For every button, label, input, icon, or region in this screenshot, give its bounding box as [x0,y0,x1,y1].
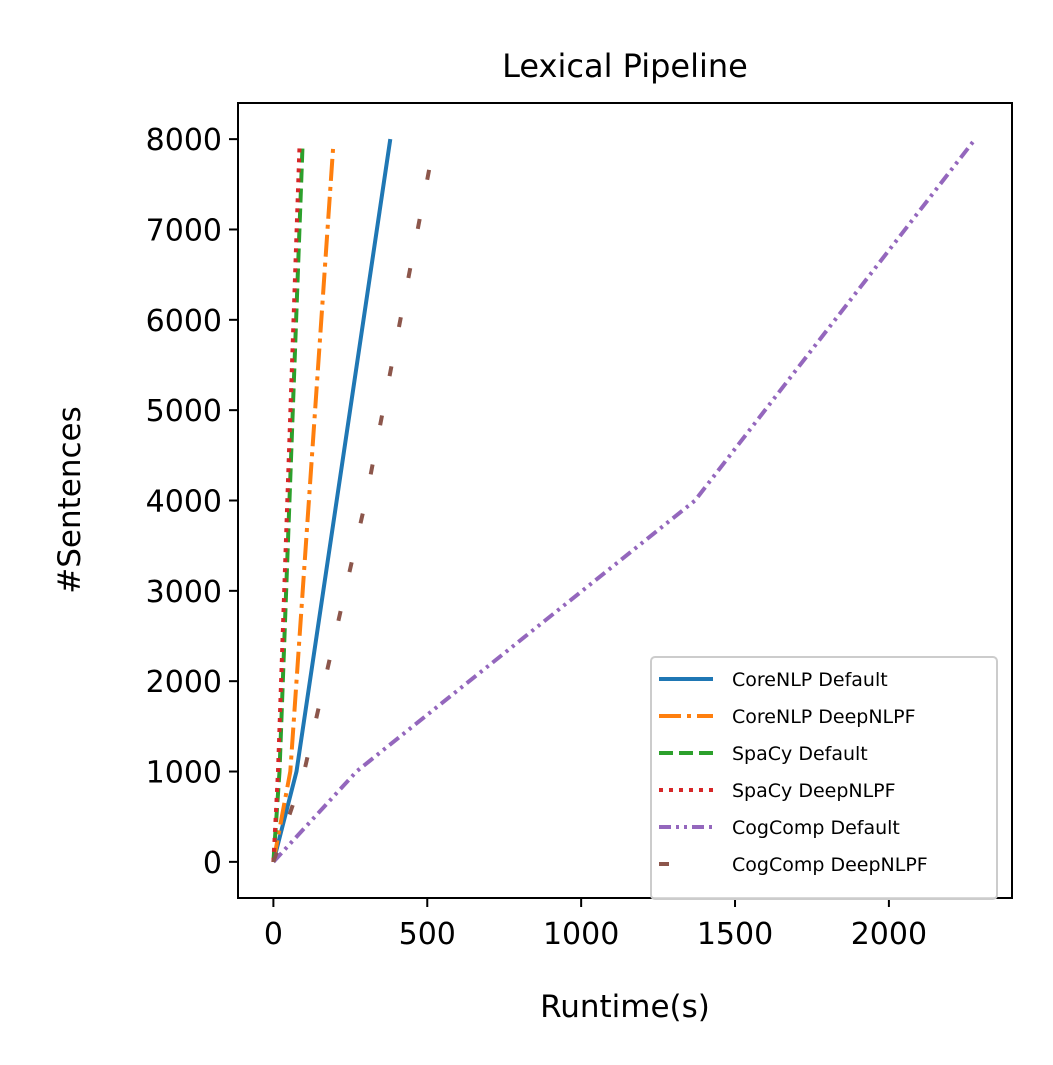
y-tick-label: 6000 [146,304,222,339]
x-tick-label: 2000 [851,917,927,952]
x-tick-label: 1500 [697,917,773,952]
legend-box [650,656,998,900]
x-axis: 0 500 1000 1500 2000 [264,898,927,952]
y-tick-label: 5000 [146,394,222,429]
x-tick-label: 500 [399,917,456,952]
x-axis-title: Runtime(s) [540,989,710,1025]
series-line-spacy-deepnlpf [271,143,302,863]
series-line-corenlp-deepnlpf [271,143,336,863]
chart-title: Lexical Pipeline [502,47,748,85]
legend-label-corenlp-deepnlpf: CoreNLP DeepNLPF [732,706,916,728]
y-tick-label: 1000 [146,756,222,791]
series-line-cogcomp-deepnlpf [271,138,437,863]
y-tick-label: 8000 [146,123,222,158]
legend: CoreNLP Default CoreNLP DeepNLPF SpaCy Def… [650,656,998,900]
legend-label-corenlp-default: CoreNLP Default [732,669,888,691]
legend-label-cogcomp-deepnlpf: CogComp DeepNLPF [732,854,928,876]
y-axis: 0 1000 2000 3000 4000 5000 6000 7000 8000 [146,123,238,881]
x-tick-label: 0 [264,917,283,952]
y-tick-label: 7000 [146,213,222,248]
y-axis-title: #Sentences [52,406,88,594]
series-line-cogcomp-default [271,137,977,864]
legend-label-spacy-default: SpaCy Default [732,743,868,765]
legend-label-cogcomp-default: CogComp Default [732,817,900,839]
x-tick-label: 1000 [543,917,619,952]
y-tick-label: 4000 [146,485,222,520]
series-line-corenlp-default [271,138,393,863]
legend-label-spacy-deepnlpf: SpaCy DeepNLPF [732,780,896,802]
plot-area [271,137,977,864]
y-tick-label: 0 [203,846,222,881]
y-tick-label: 3000 [146,575,222,610]
y-tick-label: 2000 [146,665,222,700]
